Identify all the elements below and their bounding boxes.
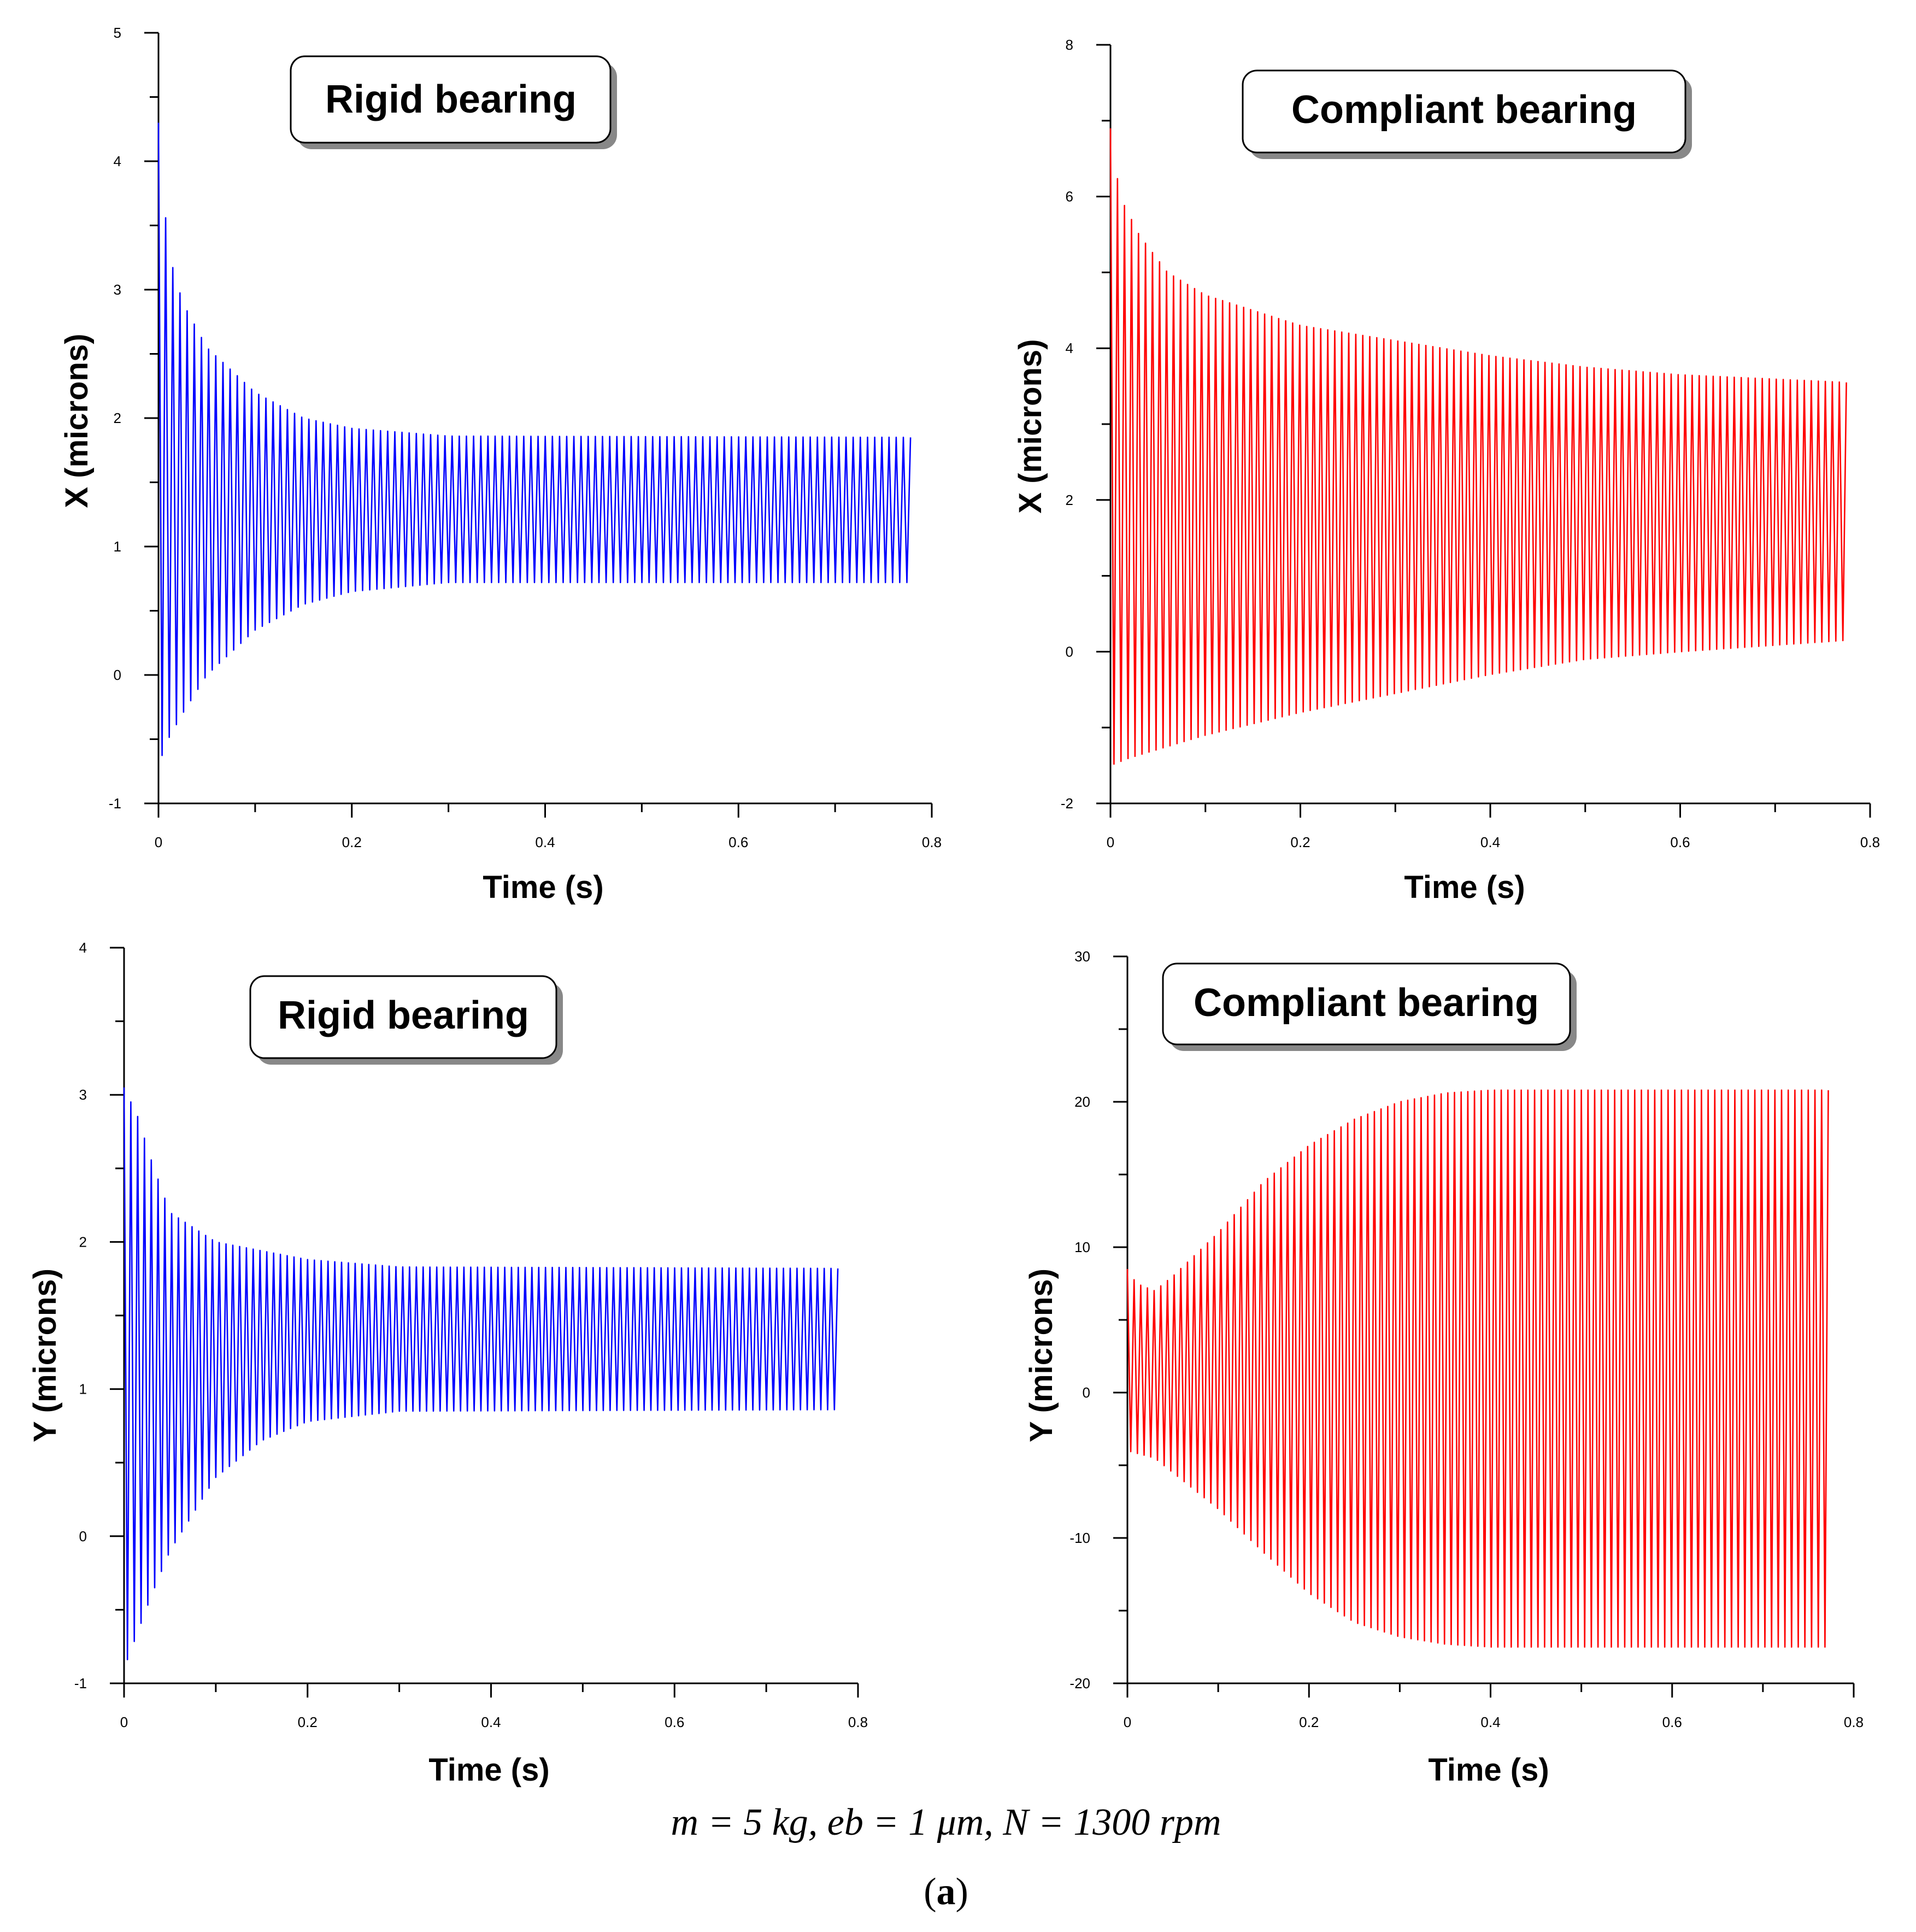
y-tick-label: 1 [114, 538, 121, 555]
y-tick-label: 3 [79, 1087, 87, 1103]
series-line [123, 1087, 839, 1660]
x-tick-label: 0.4 [535, 834, 555, 850]
x-tick-label: 0.6 [1662, 1714, 1682, 1730]
chart-title: Rigid bearing [325, 78, 577, 121]
x-tick-label: 0.6 [665, 1714, 684, 1730]
chart-rigid-bearing-y: 0 0.2 0.4 0.6 0.8 -1 0 1 2 3 4 Rigid bearing Time … [27, 939, 868, 1788]
x-tick-label: 0.2 [1299, 1714, 1319, 1730]
y-tick-label: 1 [79, 1381, 87, 1397]
y-axis-title: X (microns) [1013, 339, 1048, 513]
y-tick-label: 4 [1066, 340, 1073, 356]
figure-caption: m = 5 kg, eb = 1 μm, N = 1300 rpm [671, 1801, 1221, 1843]
y-tick-label: 30 [1074, 948, 1090, 965]
chart-title: Compliant bearing [1194, 981, 1539, 1025]
y-tick-label: 2 [1066, 492, 1073, 508]
title-box: Rigid bearing [290, 55, 617, 149]
x-tick-label: 0.8 [1860, 834, 1880, 850]
y-tick-label: 2 [114, 410, 121, 426]
figure-label: (a) [924, 1871, 968, 1913]
x-tick-label: 0.2 [1290, 834, 1310, 850]
x-tick-label: 0.6 [728, 834, 748, 850]
chart-compliant-bearing-y: 0 0.2 0.4 0.6 0.8 -20 -10 0 10 20 30 Compliant bea… [1024, 948, 1864, 1788]
figure-label-close: ) [956, 1871, 968, 1913]
x-axis-title: Time (s) [483, 870, 603, 905]
chart-marks: 0 0.2 0.4 0.6 0.8 -1 0 1 2 3 4 [74, 939, 868, 1730]
chart-marks: 0 0.2 0.4 0.6 0.8 -2 0 2 4 6 8 [1061, 37, 1880, 850]
y-tick-label: 0 [79, 1528, 87, 1545]
x-axis-title: Time (s) [1404, 870, 1525, 905]
chart-title: Compliant bearing [1291, 88, 1637, 132]
series-line [157, 122, 912, 756]
y-axis-title: X (microns) [59, 333, 95, 508]
x-axis-title: Time (s) [428, 1752, 549, 1788]
series-line [1109, 128, 1847, 765]
y-tick-label: -1 [74, 1675, 87, 1692]
y-tick-label: 0 [114, 667, 121, 683]
figure-label-letter: a [937, 1871, 956, 1913]
y-tick-label: 4 [79, 939, 87, 956]
x-tick-label: 0.4 [481, 1714, 501, 1730]
chart-rigid-bearing-x: 0 0.2 0.4 0.6 0.8 -1 0 1 2 3 4 5 Rigid bearing Time… [59, 25, 942, 905]
x-tick-label: 0 [1107, 834, 1114, 850]
y-tick-label: -2 [1061, 795, 1073, 812]
y-axis-title: Y (microns) [1024, 1269, 1059, 1442]
x-tick-label: 0.6 [1670, 834, 1690, 850]
y-tick-label: 8 [1066, 37, 1073, 53]
chart-compliant-bearing-x: 0 0.2 0.4 0.6 0.8 -2 0 2 4 6 8 Compliant bearing T… [1013, 37, 1880, 905]
x-tick-label: 0 [155, 834, 162, 850]
x-tick-label: 0.8 [922, 834, 942, 850]
x-tick-label: 0.2 [298, 1714, 318, 1730]
y-tick-label: 3 [114, 281, 121, 298]
x-tick-label: 0.4 [1480, 834, 1500, 850]
series-line [1126, 1089, 1829, 1648]
title-box: Rigid bearing [249, 975, 563, 1065]
x-tick-label: 0.2 [342, 834, 362, 850]
y-tick-label: -1 [109, 795, 121, 812]
x-tick-label: 0.8 [848, 1714, 868, 1730]
y-tick-label: 6 [1066, 189, 1073, 205]
x-tick-label: 0.4 [1480, 1714, 1500, 1730]
y-tick-label: 5 [114, 25, 121, 41]
y-tick-label: -10 [1069, 1530, 1090, 1546]
chart-title: Rigid bearing [278, 994, 529, 1037]
x-axis-title: Time (s) [1428, 1752, 1549, 1788]
y-tick-label: 10 [1074, 1239, 1090, 1255]
figure-label-open: ( [924, 1871, 936, 1913]
x-tick-label: 0 [1124, 1714, 1131, 1730]
y-tick-label: 0 [1066, 643, 1073, 660]
x-tick-label: 0 [120, 1714, 128, 1730]
chart-marks: 0 0.2 0.4 0.6 0.8 -20 -10 0 10 20 30 [1069, 948, 1864, 1730]
y-tick-label: 20 [1074, 1094, 1090, 1110]
title-box: Compliant bearing [1242, 69, 1692, 159]
y-axis-title: Y (microns) [27, 1269, 63, 1442]
y-tick-label: 0 [1083, 1384, 1090, 1401]
y-tick-label: 4 [114, 153, 121, 169]
chart-marks: 0 0.2 0.4 0.6 0.8 -1 0 1 2 3 4 5 [109, 25, 942, 850]
y-tick-label: -20 [1069, 1675, 1090, 1692]
y-tick-label: 2 [79, 1234, 87, 1250]
x-tick-label: 0.8 [1844, 1714, 1864, 1730]
title-box: Compliant bearing [1162, 962, 1577, 1051]
